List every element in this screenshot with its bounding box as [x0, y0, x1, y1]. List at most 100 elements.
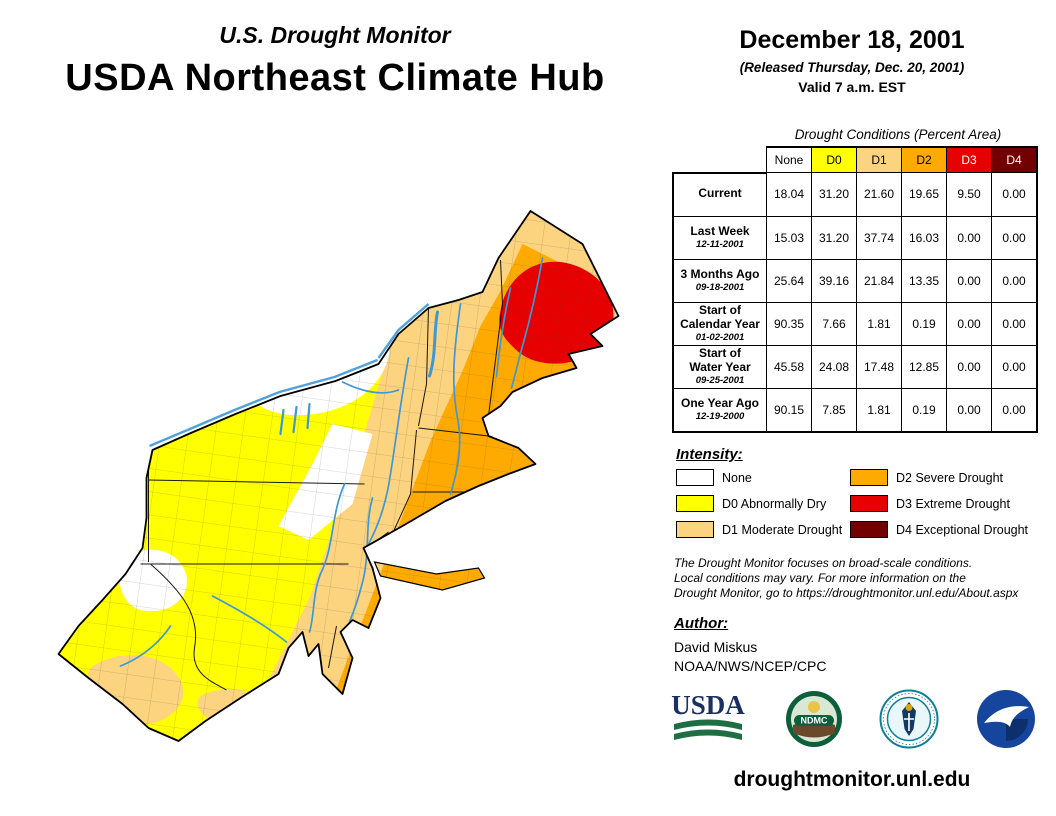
legend-label: D0 Abnormally Dry: [722, 496, 827, 511]
row-date: 12-11-2001: [696, 239, 744, 251]
value-cell: 15.03: [766, 215, 812, 260]
value-cell: 19.65: [901, 172, 947, 217]
value-cell: 31.20: [811, 215, 857, 260]
drought-map-svg: [57, 210, 620, 742]
legend-item-d0: D0 Abnormally Dry: [676, 495, 850, 512]
legend-swatch-d3: [850, 495, 888, 512]
table-caption: Drought Conditions (Percent Area): [794, 127, 1002, 142]
table-row-current: Current 18.04 31.20 21.60 19.65 9.50 0.0…: [672, 171, 1038, 217]
legend-label: D3 Extreme Drought: [896, 496, 1010, 511]
row-label: Last Week: [690, 223, 750, 238]
legend-item-d1: D1 Moderate Drought: [676, 521, 850, 538]
table-row-start-calendar-year: Start of Calendar Year 01-02-2001 90.35 7…: [672, 301, 1038, 346]
value-cell: 0.00: [991, 387, 1038, 433]
value-cell: 45.58: [766, 344, 812, 389]
table-row-last-week: Last Week 12-11-2001 15.03 31.20 37.74 16…: [672, 215, 1038, 260]
legend-label: D1 Moderate Drought: [722, 522, 843, 537]
date-block: December 18, 2001 (Released Thursday, De…: [676, 26, 1028, 95]
value-cell: 39.16: [811, 258, 857, 303]
value-cell: 0.00: [946, 215, 992, 260]
value-cell: 1.81: [856, 387, 902, 433]
row-label: One Year Ago: [680, 395, 760, 410]
value-cell: 24.08: [811, 344, 857, 389]
author-org: NOAA/NWS/NCEP/CPC: [674, 658, 827, 674]
author-title: Author:: [674, 615, 729, 632]
disclaimer-line: The Drought Monitor focuses on broad-sca…: [674, 556, 973, 570]
legend-swatch-d4: [850, 521, 888, 538]
report-supertitle: U.S. Drought Monitor: [219, 22, 451, 48]
lakeshore: [149, 303, 430, 448]
row-label: 3 Months Ago: [680, 266, 760, 281]
value-cell: 90.15: [766, 387, 812, 433]
col-header-d0: D0: [811, 146, 857, 173]
value-cell: 0.00: [991, 301, 1038, 346]
ndmc-logo-text: NDMC: [800, 716, 827, 726]
col-header-d1: D1: [856, 146, 902, 173]
table-header-row: None D0 D1 D2 D3 D4: [673, 146, 1038, 173]
value-cell: 0.00: [946, 258, 992, 303]
value-cell: 90.35: [766, 301, 812, 346]
legend-item-d3: D3 Extreme Drought: [850, 495, 1028, 512]
value-cell: 13.35: [901, 258, 947, 303]
value-cell: 0.00: [991, 172, 1038, 217]
disclaimer-line: Local conditions may vary. For more info…: [674, 571, 966, 585]
value-cell: 31.20: [811, 172, 857, 217]
value-cell: 1.81: [856, 301, 902, 346]
col-header-none: None: [766, 146, 812, 173]
row-date: 09-25-2001: [695, 375, 745, 387]
legend-label: D2 Severe Drought: [896, 470, 1004, 485]
page-title: USDA Northeast Climate Hub: [65, 57, 605, 99]
ndmc-logo: NDMC: [785, 691, 842, 747]
row-label: Start of Calendar Year: [680, 302, 760, 331]
value-cell: 0.00: [991, 258, 1038, 303]
table-row-3-months-ago: 3 Months Ago 09-18-2001 25.64 39.16 21.84…: [672, 258, 1038, 303]
table-row-start-water-year: Start of Water Year 09-25-2001 45.58 24.0…: [672, 344, 1038, 389]
value-cell: 16.03: [901, 215, 947, 260]
legend-title: Intensity:: [676, 446, 743, 463]
legend-item-d4: D4 Exceptional Drought: [850, 521, 1028, 538]
value-cell: 0.19: [901, 301, 947, 346]
legend-swatch-none: [676, 469, 714, 486]
row-label: Start of Water Year: [689, 345, 751, 374]
value-cell: 25.64: [766, 258, 812, 303]
legend-swatch-d2: [850, 469, 888, 486]
site-url: droughtmonitor.unl.edu: [733, 768, 971, 791]
long-island-outline: [373, 561, 486, 591]
legend-swatch-d0: [676, 495, 714, 512]
author-name: David Miskus: [674, 639, 758, 655]
row-date: 12-19-2000: [695, 411, 745, 423]
value-cell: 7.66: [811, 301, 857, 346]
released-date: (Released Thursday, Dec. 20, 2001): [739, 60, 965, 75]
valid-time: Valid 7 a.m. EST: [798, 79, 906, 95]
value-cell: 0.00: [946, 301, 992, 346]
value-cell: 7.85: [811, 387, 857, 433]
row-label: Current: [698, 186, 742, 201]
value-cell: 37.74: [856, 215, 902, 260]
value-cell: 17.48: [856, 344, 902, 389]
commerce-seal-logo: [879, 689, 939, 749]
county-boundaries: [58, 211, 619, 741]
corner-cell: [673, 147, 767, 173]
drought-conditions-table: None D0 D1 D2 D3 D4 Current 18.04 31.20 …: [672, 146, 1038, 433]
noaa-logo: [976, 690, 1035, 748]
legend-label: D4 Exceptional Drought: [896, 522, 1029, 537]
land-outline: [57, 210, 620, 742]
table-row-one-year-ago: One Year Ago 12-19-2000 90.15 7.85 1.81 0…: [672, 387, 1038, 433]
value-cell: 0.00: [946, 387, 992, 433]
legend-item-d2: D2 Severe Drought: [850, 469, 1028, 486]
col-header-d3: D3: [946, 146, 992, 173]
legend-swatch-d1: [676, 521, 714, 538]
row-date: 09-18-2001: [695, 282, 745, 294]
value-cell: 9.50: [946, 172, 992, 217]
value-cell: 0.00: [991, 215, 1038, 260]
value-cell: 0.19: [901, 387, 947, 433]
value-cell: 12.85: [901, 344, 947, 389]
left-header: U.S. Drought Monitor USDA Northeast Clim…: [10, 22, 660, 100]
disclaimer-line: Drought Monitor, go to https://droughtmo…: [674, 586, 1019, 600]
value-cell: 0.00: [946, 344, 992, 389]
drought-map: [28, 196, 673, 756]
col-header-d2: D2: [901, 146, 947, 173]
report-date: December 18, 2001: [739, 26, 965, 54]
col-header-d4: D4: [991, 146, 1038, 173]
value-cell: 21.60: [856, 172, 902, 217]
